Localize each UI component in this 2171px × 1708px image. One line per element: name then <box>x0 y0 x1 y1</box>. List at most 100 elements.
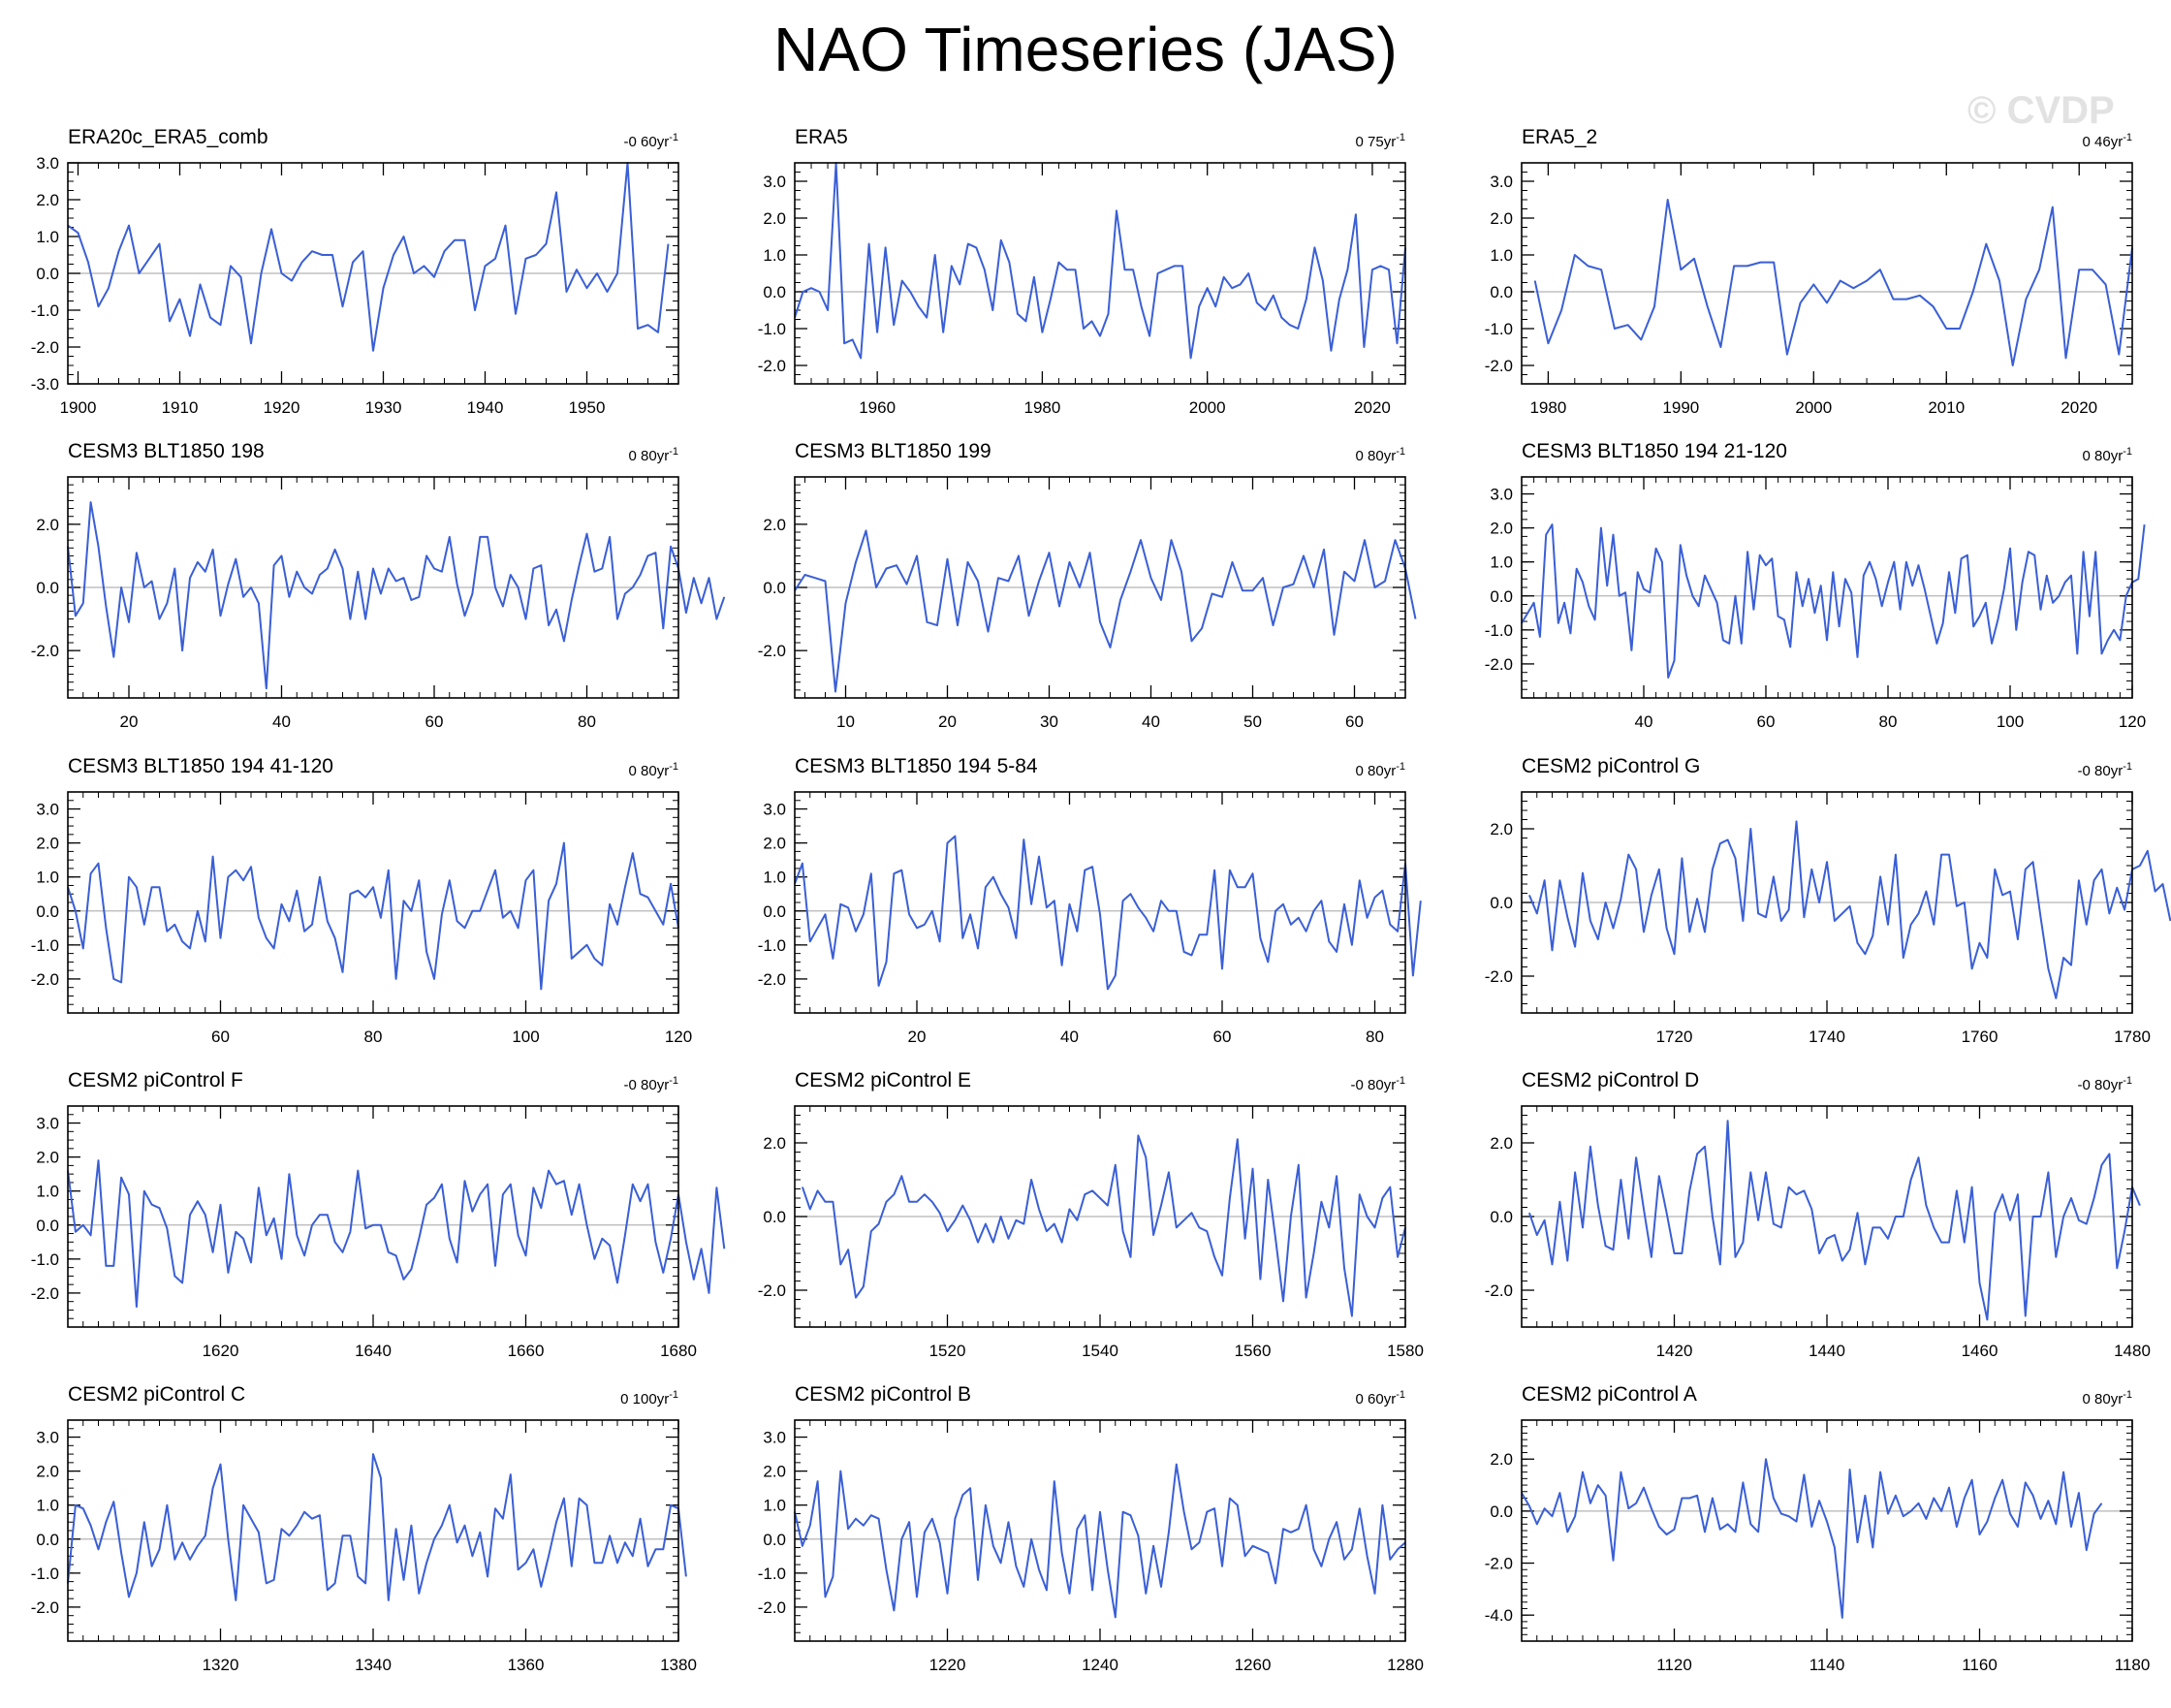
axes-frame <box>794 1105 1406 1328</box>
nao-series-line <box>67 501 726 690</box>
x-tick-label: 1180 <box>2115 1656 2151 1674</box>
nao-series-line <box>67 1159 726 1308</box>
x-tick-label: 60 <box>1345 712 1364 731</box>
x-tick-label: 80 <box>1366 1028 1384 1046</box>
x-tick-label: 1620 <box>203 1342 239 1360</box>
y-tick-label: 3.0 <box>763 1429 786 1447</box>
chart-panel: CESM3 BLT1850 194 41-120 0 80yr-1 3.0 2.0 1.… <box>0 743 698 1054</box>
panel-title: CESM2 piControl B <box>795 1383 972 1406</box>
nao-series-line <box>1521 523 2146 679</box>
chart-panel: CESM3 BLT1850 194 21-120 0 80yr-1 3.0 2.0 1.… <box>1454 428 2152 739</box>
nao-series-line <box>67 1453 687 1601</box>
trend-label: 0 46yr-1 <box>2083 132 2132 150</box>
panel-title: CESM3 BLT1850 194 41-120 <box>68 755 333 777</box>
y-tick-label: 0.0 <box>36 1531 59 1549</box>
x-tick-label: 100 <box>512 1028 539 1046</box>
trend-label: 0 80yr-1 <box>1356 761 1405 779</box>
chart-panel: CESM2 piControl C 0 100yr-1 3.0 2.0 1.0 0.0 -1… <box>0 1372 698 1682</box>
trend-value: 0 80yr <box>2082 1391 2124 1408</box>
x-tick-label: 1560 <box>1235 1342 1272 1360</box>
chart-svg: 2.0 0.0 -2.0 1420 1440 1460 1480 <box>1485 1105 2151 1360</box>
chart-panel: CESM3 BLT1850 199 0 80yr-1 2.0 0.0 -2.0 10 20 3… <box>727 428 1425 739</box>
x-tick-label: 2020 <box>1354 398 1391 417</box>
axes-frame <box>67 791 679 1014</box>
chart-panel: CESM2 piControl D -0 80yr-1 2.0 0.0 -2.0 1420… <box>1454 1058 2152 1368</box>
y-tick-label: -1.0 <box>758 936 786 955</box>
x-tick-label: 60 <box>1213 1028 1232 1046</box>
y-tick-label: -2.0 <box>758 357 786 375</box>
x-tick-label: 1340 <box>355 1656 392 1674</box>
y-tick-label: 3.0 <box>763 801 786 819</box>
chart-panel: CESM2 piControl G -0 80yr-1 2.0 0.0 -2.0 1720… <box>1454 743 2171 1054</box>
y-tick-label: 0.0 <box>1490 587 1513 606</box>
y-tick-label: 2.0 <box>36 1463 59 1481</box>
y-tick-label: 3.0 <box>763 173 786 191</box>
panel-title: ERA5_2 <box>1522 126 1598 148</box>
x-tick-label: 1930 <box>365 398 402 417</box>
nao-series-line <box>794 162 1406 360</box>
y-tick-label: -2.0 <box>31 338 59 357</box>
y-tick-label: 2.0 <box>36 1149 59 1167</box>
x-tick-label: 1910 <box>162 398 199 417</box>
x-tick-label: 60 <box>1757 712 1776 731</box>
x-tick-label: 1950 <box>569 398 606 417</box>
panel-title: CESM2 piControl C <box>68 1383 246 1406</box>
panel-title: CESM2 piControl E <box>795 1069 972 1091</box>
trend-label: -0 80yr-1 <box>2078 761 2132 779</box>
x-tick-label: 1220 <box>929 1656 966 1674</box>
trend-unit: -1 <box>669 446 678 458</box>
y-tick-label: 2.0 <box>1490 1450 1513 1469</box>
y-tick-label: 3.0 <box>36 154 59 173</box>
chart-svg: 3.0 2.0 1.0 0.0 -1.0 -2.0 40 60 80 100 120 <box>1485 476 2146 731</box>
y-tick-label: 2.0 <box>1490 1134 1513 1153</box>
trend-unit: -1 <box>1396 761 1405 773</box>
trend-value: 0 100yr <box>620 1391 670 1408</box>
x-tick-label: 1360 <box>508 1656 545 1674</box>
trend-label: 0 60yr-1 <box>1356 1389 1405 1408</box>
chart-panel: CESM3 BLT1850 194 5-84 0 80yr-1 3.0 2.0 1.0 0… <box>727 743 1425 1054</box>
chart-svg: 3.0 2.0 1.0 0.0 -1.0 -2.0 1980 1990 2000 2010 2020 <box>1485 162 2133 417</box>
trend-value: 0 75yr <box>1355 134 1397 150</box>
x-tick-label: 80 <box>364 1028 383 1046</box>
trend-unit: -1 <box>2123 132 2132 143</box>
x-tick-label: 80 <box>1879 712 1898 731</box>
trend-label: -0 80yr-1 <box>1351 1075 1405 1093</box>
trend-label: -0 80yr-1 <box>624 1075 678 1093</box>
x-tick-label: 1740 <box>1809 1028 1845 1046</box>
trend-unit: -1 <box>669 761 678 773</box>
x-tick-label: 1780 <box>2114 1028 2151 1046</box>
y-tick-label: -2.0 <box>1485 1555 1513 1573</box>
nao-series-line <box>1527 820 2171 999</box>
x-tick-label: 1140 <box>1809 1656 1845 1674</box>
y-tick-label: -1.0 <box>31 1565 59 1583</box>
chart-panel: CESM2 piControl A 0 80yr-1 2.0 0.0 -2.0 -4.0 1… <box>1454 1372 2152 1682</box>
x-tick-label: 1760 <box>1962 1028 1998 1046</box>
trend-unit: -1 <box>2123 1389 2132 1401</box>
y-tick-label: 3.0 <box>1490 173 1513 191</box>
y-tick-label: 2.0 <box>36 516 59 534</box>
y-tick-label: -4.0 <box>1485 1606 1513 1625</box>
nao-series-line <box>1533 199 2133 366</box>
trend-value: -0 80yr <box>623 1077 670 1093</box>
y-tick-label: 0.0 <box>763 1531 786 1549</box>
y-tick-label: 0.0 <box>1490 283 1513 301</box>
x-tick-label: 1460 <box>1962 1342 1998 1360</box>
x-tick-label: 30 <box>1040 712 1058 731</box>
axes-frame <box>794 162 1406 385</box>
x-tick-label: 1920 <box>264 398 300 417</box>
x-tick-label: 1940 <box>467 398 504 417</box>
y-tick-label: 1.0 <box>36 1497 59 1515</box>
panel-title: CESM2 piControl G <box>1522 755 1701 777</box>
y-tick-label: 3.0 <box>36 801 59 819</box>
y-tick-label: -2.0 <box>31 1284 59 1303</box>
trend-unit: -1 <box>1396 1389 1405 1401</box>
y-tick-label: 3.0 <box>36 1429 59 1447</box>
x-tick-label: 1420 <box>1656 1342 1693 1360</box>
y-tick-label: 2.0 <box>36 191 59 209</box>
trend-label: 0 80yr-1 <box>2083 1389 2132 1408</box>
trend-label: 0 80yr-1 <box>1356 446 1405 464</box>
panel-title: CESM3 BLT1850 194 5-84 <box>795 755 1038 777</box>
y-tick-label: 0.0 <box>763 579 786 597</box>
x-tick-label: 2020 <box>2061 398 2097 417</box>
